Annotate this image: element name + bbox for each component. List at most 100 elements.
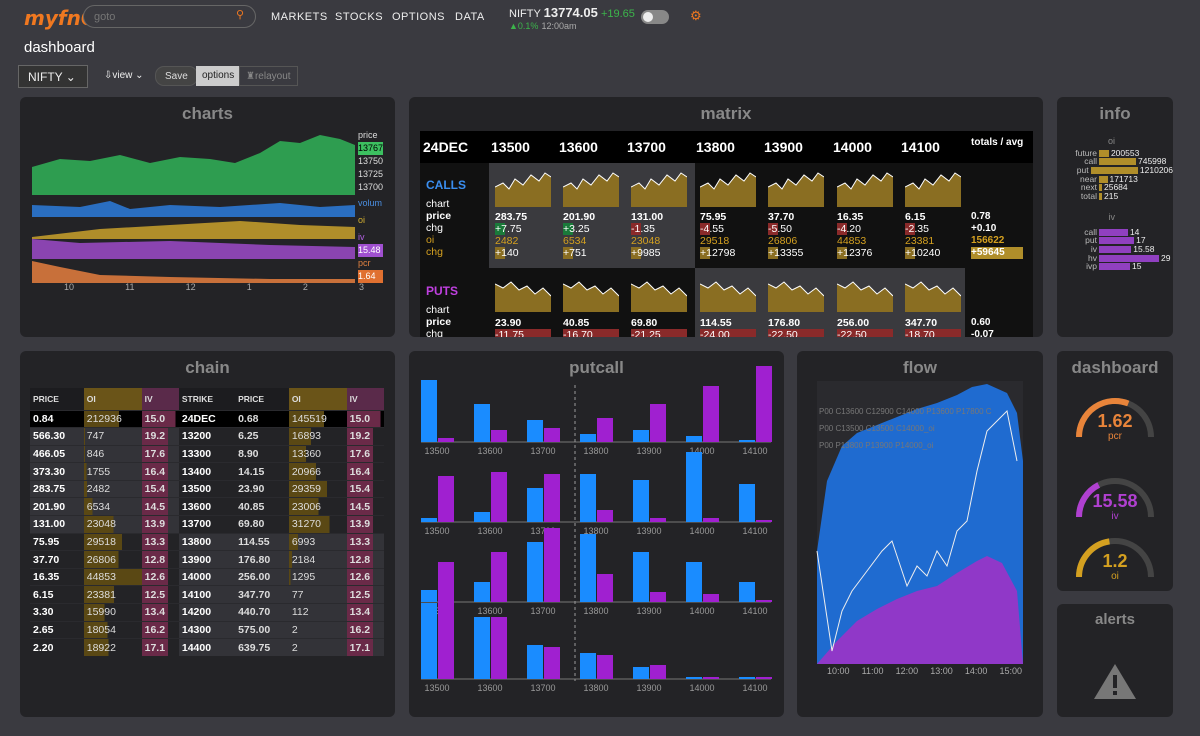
gear-icon[interactable]: ⚙: [690, 8, 702, 23]
chain-cell: 1755: [83, 462, 142, 481]
table-row[interactable]: 3.30 15990 13.4 14200 440.70 112 13.4: [30, 603, 384, 622]
alerts-panel[interactable]: alerts: [1057, 604, 1173, 717]
put-sparkline: [700, 281, 756, 312]
chain-cell: 20966: [288, 462, 347, 481]
label-pcr-value: 1.64: [358, 270, 384, 283]
call-oi-bar: [633, 552, 649, 602]
table-row[interactable]: 2.20 18922 17.1 14400 639.75 2 17.1: [30, 638, 384, 657]
put-spark-line: [700, 281, 756, 297]
call-spark-line: [495, 172, 551, 190]
nav-markets[interactable]: MARKETS: [271, 11, 328, 23]
call-cell: 201.90 +3.25 6534 +751: [563, 211, 619, 259]
matrix-strike: 14000: [833, 139, 872, 155]
put-spark-line: [837, 281, 893, 297]
chain-cell: 846: [83, 444, 142, 463]
info-bar: [1099, 149, 1109, 157]
chain-cell: 0.68: [235, 409, 289, 428]
chain-cell: 16.4: [346, 462, 384, 481]
flow-title: flow: [903, 358, 937, 377]
put-sparkline: [837, 281, 893, 312]
table-row[interactable]: 75.95 29518 13.3 13800 114.55 6993 13.3: [30, 532, 384, 551]
x-tick: 12:00: [895, 666, 919, 676]
call-oi-bar: [474, 582, 490, 602]
nav-options[interactable]: OPTIONS: [392, 11, 446, 23]
puts-row-labels: chart price chg: [426, 304, 451, 337]
table-row[interactable]: 201.90 6534 14.5 13600 40.85 23006 14.5: [30, 497, 384, 516]
call-oi-bar: [686, 562, 702, 602]
gauge-arc: [1075, 397, 1154, 438]
table-row[interactable]: 566.30 747 19.2 13200 6.25 16893 19.2: [30, 427, 384, 446]
chain-cell: 24DEC: [178, 409, 236, 428]
put-oi-bar: [438, 476, 454, 522]
x-tick: 10: [64, 282, 75, 292]
table-row[interactable]: 0.84 212936 15.0 24DEC 0.68 145519 15.0: [30, 409, 384, 428]
chain-header-cell: OI: [288, 388, 347, 410]
put-sparkline: [768, 281, 824, 312]
put-oi-bar: [650, 592, 666, 602]
put-chg: -22.50: [837, 329, 893, 337]
search-icon[interactable]: ⚲: [236, 9, 245, 21]
row-label: chg: [426, 246, 443, 258]
call-oi: 29518: [700, 235, 730, 247]
putcall-xlabel: 14000: [689, 526, 714, 536]
chain-cell: 6993: [288, 532, 347, 551]
view-menu[interactable]: ⇩view ⌄: [104, 70, 144, 81]
chain-cell: 112: [288, 603, 347, 622]
put-price: 256.00: [837, 317, 870, 329]
put-oi-bar: [544, 474, 560, 522]
put-spark-area: [563, 282, 619, 312]
putcall-xlabel: 13700: [530, 446, 555, 456]
table-row[interactable]: 283.75 2482 15.4 13500 23.90 29359 15.4: [30, 479, 384, 498]
chain-header-cell: IV: [141, 388, 179, 410]
call-chg: -5.50: [768, 223, 824, 235]
call-oi-bar: [686, 677, 702, 679]
theme-toggle[interactable]: [641, 10, 669, 24]
info-label: call: [1084, 156, 1097, 167]
putcall-xlabel: 14000: [689, 446, 714, 456]
info-value: 171713: [1109, 173, 1138, 184]
nav-stocks[interactable]: STOCKS: [335, 11, 384, 23]
call-oi-chg: +12798: [700, 247, 756, 259]
call-price: 37.70: [768, 211, 795, 223]
warning-icon[interactable]: [1093, 662, 1137, 700]
table-row[interactable]: 16.35 44853 12.6 14000 256.00 1295 12.6: [30, 567, 384, 586]
call-chg: +7.75: [495, 223, 551, 235]
symbol-select[interactable]: NIFTY ⌄: [18, 65, 88, 88]
call-price: 16.35: [837, 211, 864, 223]
table-row[interactable]: 37.70 26806 12.8 13900 176.80 2184 12.8: [30, 550, 384, 569]
chain-cell: 14.15: [235, 462, 289, 481]
call-oi-bar: [527, 420, 543, 442]
put-chg: -18.70: [905, 329, 961, 337]
gauge-value: 1.62: [1097, 411, 1133, 431]
call-spark-area: [768, 173, 824, 207]
info-row: put 17: [1057, 236, 1173, 246]
table-row[interactable]: 466.05 846 17.6 13300 8.90 13360 17.6: [30, 444, 384, 463]
table-row[interactable]: 2.65 18054 16.2 14300 575.00 2 16.2: [30, 620, 384, 639]
index-pct: ▲0.1%: [509, 21, 539, 31]
relayout-button[interactable]: ♜relayout: [239, 66, 298, 86]
table-row[interactable]: 131.00 23048 13.9 13700 69.80 31270 13.9: [30, 515, 384, 534]
putcall-xlabel: 14100: [742, 446, 767, 456]
chain-cell: 15990: [83, 603, 142, 622]
chain-cell: 15.0: [141, 409, 179, 428]
call-oi-bar: [686, 436, 702, 442]
options-button[interactable]: options: [196, 66, 241, 86]
nav-data[interactable]: DATA: [455, 11, 485, 23]
put-price: 23.90: [495, 317, 522, 329]
put-oi-bar: [491, 552, 507, 602]
total-value: 156622: [971, 235, 1005, 246]
chain-cell: 13200: [178, 427, 236, 446]
info-value: 200553: [1110, 147, 1140, 158]
put-price: 176.80: [768, 317, 801, 329]
chain-cell: 2.65: [30, 620, 84, 639]
put-spark-area: [905, 282, 961, 312]
index-name: NIFTY: [509, 8, 541, 20]
save-button[interactable]: Save: [155, 66, 198, 86]
call-oi-bar: [633, 430, 649, 442]
search-input[interactable]: [83, 5, 256, 28]
chain-cell: 15.0: [346, 409, 384, 428]
table-row[interactable]: 6.15 23381 12.5 14100 347.70 77 12.5: [30, 585, 384, 604]
call-oi-bar: [474, 617, 490, 679]
table-row[interactable]: 373.30 1755 16.4 13400 14.15 20966 16.4: [30, 462, 384, 481]
chain-cell: 283.75: [30, 479, 84, 498]
